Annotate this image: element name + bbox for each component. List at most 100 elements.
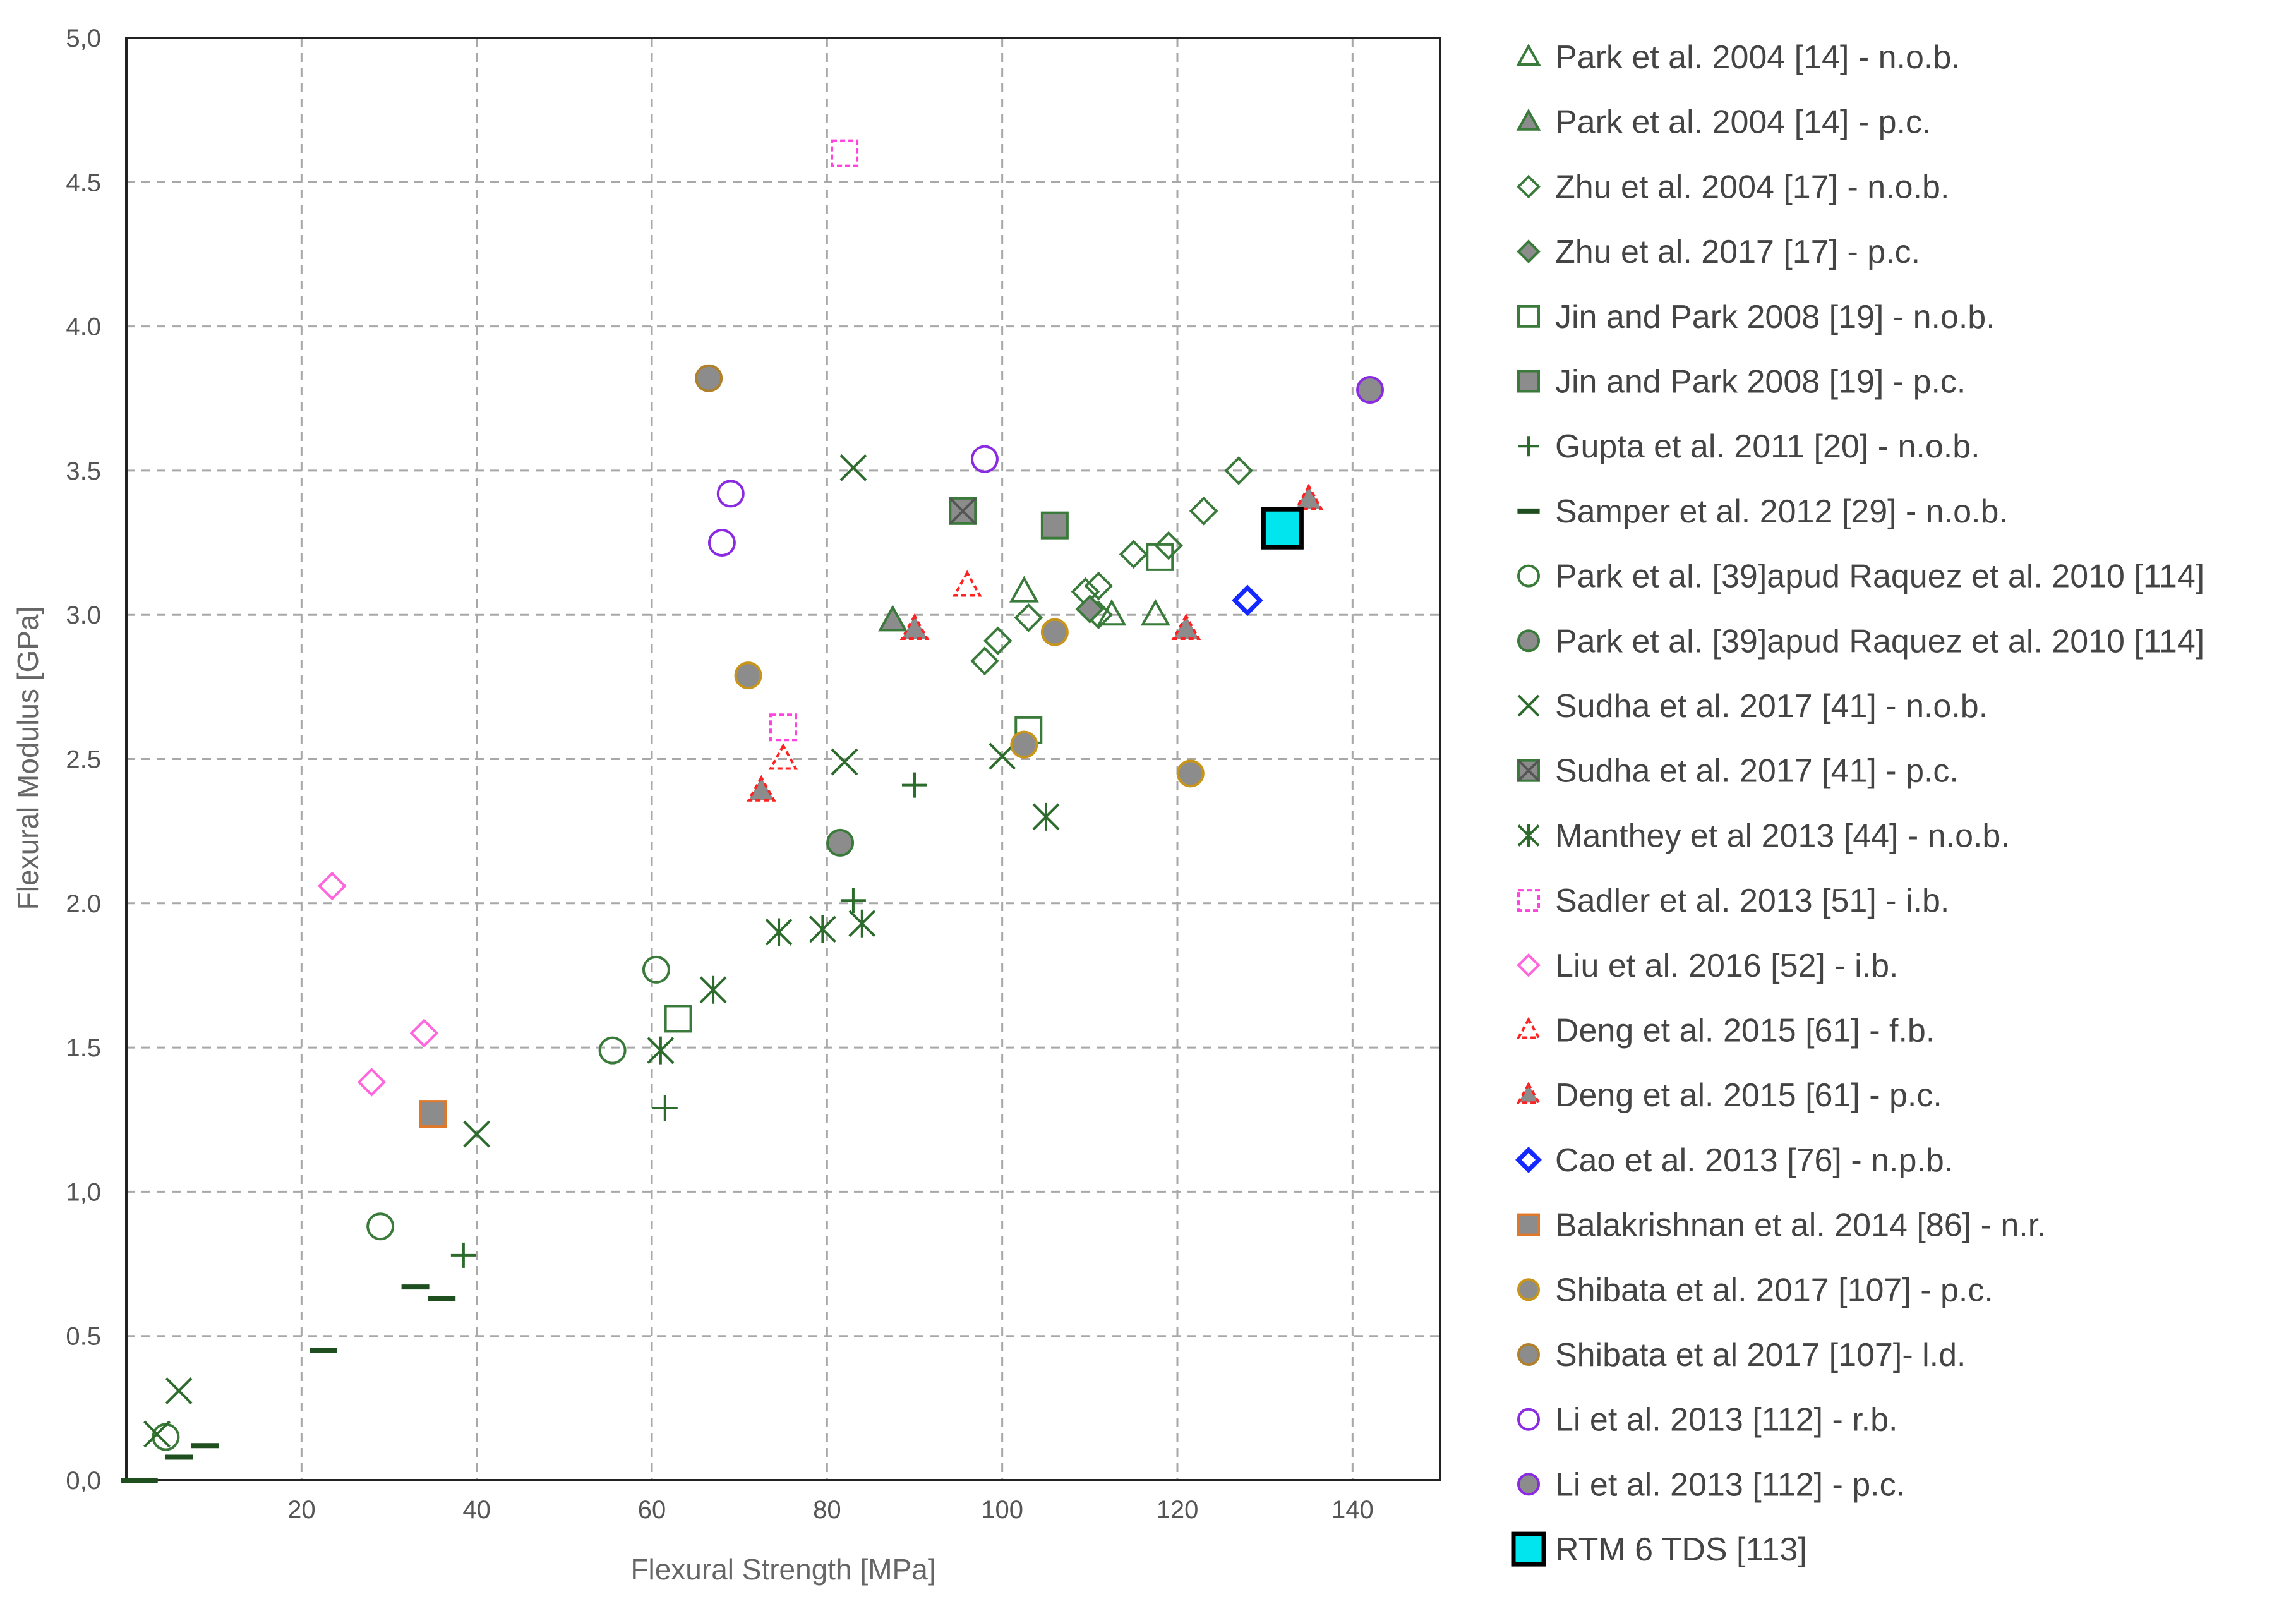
legend-item: Cao et al. 2013 [76] - n.p.b. [1515,1142,1953,1179]
series-7 [121,1284,456,1483]
series-4 [664,543,1174,1033]
legend-marker [1516,44,1541,66]
data-point [1189,496,1218,526]
legend-item: Park et al. 2004 [14] - n.o.b. [1516,39,1961,76]
data-point [1231,584,1263,617]
legend-label: Deng et al. 2015 [61] - f.b. [1555,1013,1935,1049]
data-point [831,139,859,167]
data-point [1176,759,1205,788]
legend-marker [1517,694,1540,717]
x-tick-label: 20 [287,1496,316,1524]
legend-marker-cross [1517,759,1540,782]
data-point [734,661,762,690]
legend-label: Sudha et al. 2017 [41] - n.o.b. [1555,688,1988,725]
data-point [409,1018,439,1048]
legend-item: Zhu et al. 2017 [17] - p.c. [1517,234,1920,270]
legend-label: Gupta et al. 2011 [20] - n.o.b. [1555,428,1980,465]
legend-label: RTM 6 TDS [113] [1555,1531,1807,1568]
data-point [970,445,999,473]
legend-item: Sudha et al. 2017 [41] - p.c. [1517,753,1959,790]
data-point [707,529,736,557]
data-point [463,1120,491,1148]
legend-marker [1517,564,1540,588]
data-point [839,454,867,481]
x-axis-title: Flexural Strength [MPa] [630,1553,935,1586]
legend-item: Li et al. 2013 [112] - r.b. [1517,1402,1898,1439]
data-point [769,713,797,742]
legend-label: Zhu et al. 2004 [17] - n.o.b. [1555,169,1949,205]
legend-marker [1517,953,1541,977]
legend-marker [1517,174,1541,199]
legend-label: Manthey et al 2013 [44] - n.o.b. [1555,818,2010,854]
data-point [899,613,930,641]
legend-label: Li et al. 2013 [112] - r.b. [1555,1402,1898,1439]
legend-marker [1517,370,1540,393]
data-point [826,828,855,857]
data-point [1146,543,1174,571]
y-tick-label: 2.5 [66,746,101,774]
legend-marker [1517,239,1541,263]
series-8 [152,955,670,1451]
series-6 [450,772,927,1268]
legend-item: Park et al. [39]apud Raquez et al. 2010 … [1517,623,2204,660]
legend-marker [1518,436,1539,457]
series-3 [1075,594,1105,624]
series-22 [1356,376,1385,404]
series-17 [1231,584,1263,617]
legend-marker [1517,824,1540,847]
data-point [165,1377,193,1404]
data-point [647,1036,675,1065]
axis-ticks: 20 40 60 80 100 120 140 0,0 0.5 1,0 1.5 2.0 2.5 3.0 3.… [66,25,1373,1524]
data-point [768,743,798,770]
legend-item: Samper et al. 2012 [29] - n.o.b. [1517,493,2008,530]
x-tick-label: 140 [1331,1496,1374,1524]
data-points [121,139,1385,1483]
legend-item: Li et al. 2013 [112] - p.c. [1517,1466,1905,1503]
data-point [318,871,347,901]
legend-marker [1517,1343,1540,1366]
data-point-cross [949,497,977,525]
series-0 [1009,576,1170,626]
data-point [419,1100,447,1128]
legend-item: RTM 6 TDS [113] [1511,1531,1807,1568]
legend-item: Shibata et al. 2017 [107] - p.c. [1517,1272,1993,1308]
data-point [840,888,866,914]
series-9 [826,828,855,857]
series-5 [1040,511,1069,540]
y-tick-label: 3.0 [66,601,101,629]
y-tick-label: 4.0 [66,313,101,341]
data-point [1154,531,1183,560]
legend-item: Balakrishnan et al. 2014 [86] - n.r. [1517,1207,2047,1244]
plot-area-frame [125,37,1441,1481]
x-tick-label: 100 [981,1496,1023,1524]
legend-label: Liu et al. 2016 [52] - i.b. [1555,948,1898,984]
series-23 [1261,507,1304,550]
legend-item: Gupta et al. 2011 [20] - n.o.b. [1518,428,1980,465]
data-point [716,480,745,508]
y-axis-title: Flexural Modulus [GPa] [11,606,44,910]
series-1 [877,605,908,632]
series-11 [949,497,977,525]
data-point [598,1036,627,1065]
legend-marker [1517,1278,1540,1301]
y-tick-label: 0,0 [66,1467,101,1495]
y-tick-label: 1.5 [66,1034,101,1062]
legend-marker [1517,1473,1540,1496]
y-tick-label: 4.5 [66,169,101,196]
legend-label: Samper et al. 2012 [29] - n.o.b. [1555,493,2008,530]
legend-marker [1517,1408,1540,1431]
legend-label: Park et al. [39]apud Raquez et al. 2010 … [1555,623,2204,660]
legend-marker [1517,629,1540,653]
legend-marker [1511,1531,1546,1567]
legend-item: Deng et al. 2015 [61] - p.c. [1516,1077,1942,1114]
legend-item: Park et al. 2004 [14] - p.c. [1516,104,1931,141]
data-point [450,1242,476,1268]
series-2 [970,456,1253,676]
series-15 [768,570,982,770]
data-point [1356,376,1385,404]
y-tick-label: 5,0 [66,25,101,52]
data-point [699,975,727,1004]
legend-label: Park et al. 2004 [14] - p.c. [1555,104,1931,141]
legend-label: Li et al. 2013 [112] - p.c. [1555,1466,1905,1503]
